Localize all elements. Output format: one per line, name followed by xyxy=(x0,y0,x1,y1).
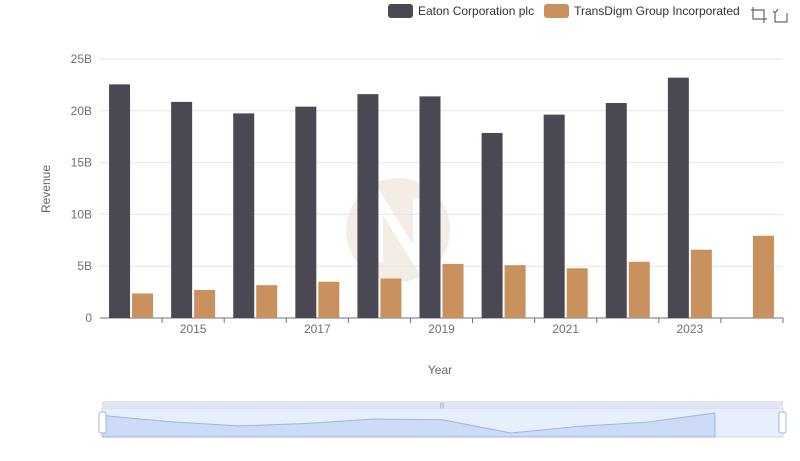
bars-layer xyxy=(109,77,774,319)
bar-eaton xyxy=(357,94,379,319)
bar-transdigm xyxy=(628,261,650,318)
y-tick-label: 15B xyxy=(71,156,92,170)
restore-icon[interactable] xyxy=(772,6,790,24)
bar-transdigm xyxy=(194,289,216,318)
legend-swatch-eaton xyxy=(388,4,413,18)
y-axis-title: Revenue xyxy=(39,165,53,213)
bar-transdigm xyxy=(690,249,712,318)
toolbox xyxy=(746,6,790,24)
x-tick-label: 2017 xyxy=(304,322,331,336)
datazoom-handle-right[interactable] xyxy=(778,411,787,434)
x-tick-label: 2021 xyxy=(552,322,579,336)
bar-eaton xyxy=(605,103,627,318)
bar-transdigm xyxy=(566,268,588,318)
bar-eaton xyxy=(171,101,193,318)
bar-transdigm xyxy=(318,281,340,318)
datazoom-grip: ||| xyxy=(440,403,445,409)
bar-transdigm xyxy=(132,293,154,318)
bar-eaton xyxy=(295,106,317,318)
datazoom-slider[interactable]: ||| xyxy=(98,401,787,438)
legend-label-transdigm: TransDigm Group Incorporated xyxy=(574,4,740,18)
datazoom-top-bar[interactable] xyxy=(102,401,783,408)
legend: Eaton Corporation plc TransDigm Group In… xyxy=(388,4,750,18)
legend-item-transdigm[interactable]: TransDigm Group Incorporated xyxy=(544,4,740,18)
bar-transdigm xyxy=(256,285,278,318)
datazoom-handle-left[interactable] xyxy=(98,411,107,434)
bar-transdigm xyxy=(442,263,464,318)
y-axis: 0 5B 10B 15B 20B 25B xyxy=(71,52,93,325)
legend-label-eaton: Eaton Corporation plc xyxy=(418,4,535,18)
bar-eaton xyxy=(109,84,131,318)
y-tick-label: 25B xyxy=(71,52,92,66)
bar-eaton xyxy=(543,114,565,318)
y-tick-label: 5B xyxy=(77,259,92,273)
y-tick-label: 10B xyxy=(71,207,92,221)
bar-eaton xyxy=(233,113,255,318)
x-tick-label: 2015 xyxy=(180,322,207,336)
bar-eaton xyxy=(667,77,689,318)
bar-eaton xyxy=(481,132,503,318)
bar-transdigm xyxy=(504,265,526,318)
legend-item-eaton[interactable]: Eaton Corporation plc xyxy=(388,4,534,18)
x-tick-label: 2019 xyxy=(428,322,455,336)
x-axis-title: Year xyxy=(428,363,452,377)
y-tick-label: 20B xyxy=(71,104,92,118)
x-tick-label: 2023 xyxy=(677,322,704,336)
x-axis: 2015 2017 2019 2021 2023 xyxy=(100,317,784,336)
datazoom-selection[interactable] xyxy=(102,408,783,437)
y-tick-label: 0 xyxy=(85,311,92,325)
zoom-icon[interactable] xyxy=(750,6,768,24)
datazoom-preview-area xyxy=(101,412,716,438)
bar-transdigm xyxy=(380,278,402,318)
legend-swatch-transdigm xyxy=(544,4,570,18)
bar-transdigm xyxy=(752,235,774,318)
bar-eaton xyxy=(419,96,441,318)
